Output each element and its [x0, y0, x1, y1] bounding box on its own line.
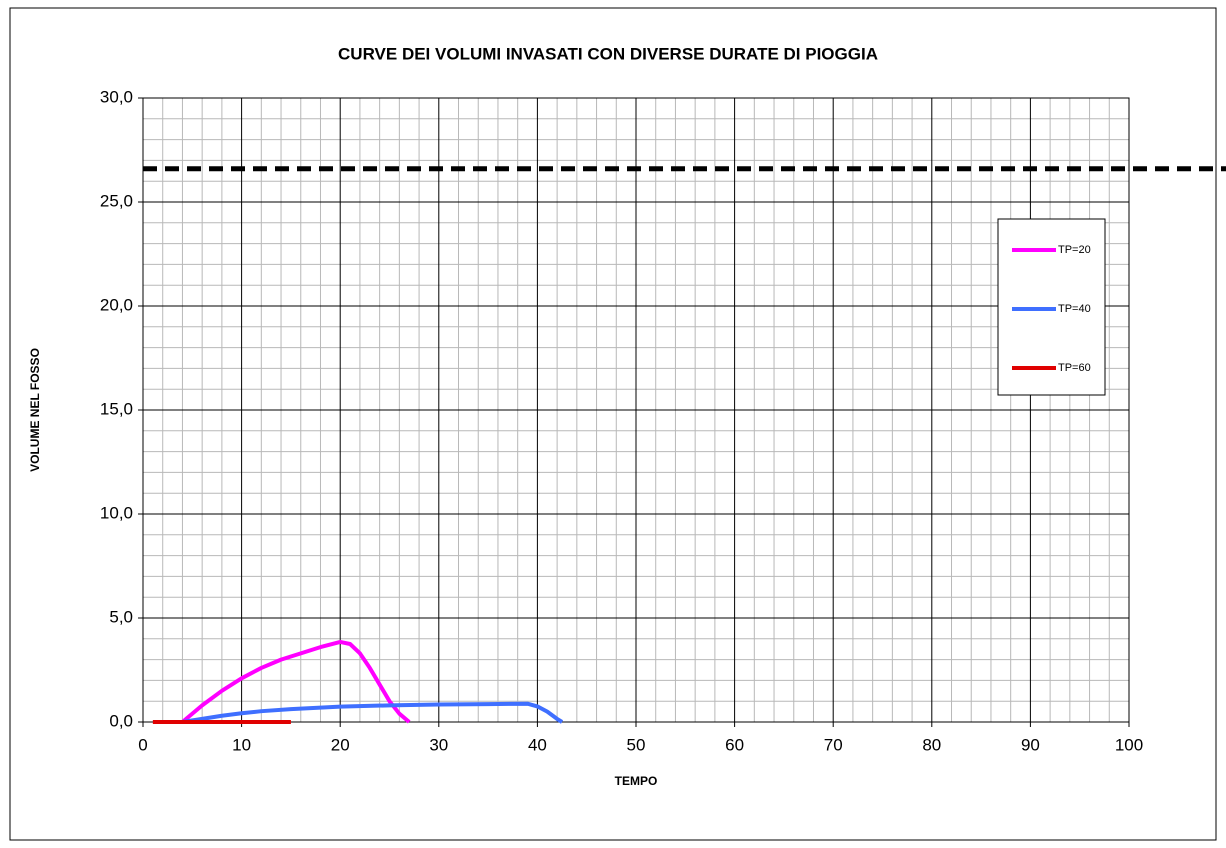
chart-title: CURVE DEI VOLUMI INVASATI CON DIVERSE DU…	[338, 44, 878, 63]
x-tick-label: 0	[138, 735, 147, 754]
y-tick-label: 30,0	[100, 87, 133, 106]
x-tick-label: 80	[922, 735, 941, 754]
plot-frame	[142, 97, 1130, 723]
x-axis-title: TEMPO	[615, 774, 658, 788]
x-tick-label: 40	[528, 735, 547, 754]
x-tick-label: 90	[1021, 735, 1040, 754]
x-tick-label: 50	[627, 735, 646, 754]
y-tick-label: 5,0	[109, 607, 133, 626]
x-tick-label: 10	[232, 735, 251, 754]
series-line	[181, 639, 411, 724]
x-tick-label: 100	[1115, 735, 1143, 754]
x-tick-label: 30	[429, 735, 448, 754]
y-tick-label: 20,0	[100, 295, 133, 314]
y-tick-label: 0,0	[109, 711, 133, 730]
x-tick-label: 70	[824, 735, 843, 754]
series-line	[182, 701, 564, 724]
y-tick-label: 10,0	[100, 503, 133, 522]
y-tick-label: 25,0	[100, 191, 133, 210]
x-tick-label: 20	[331, 735, 350, 754]
legend-label: TP=60	[1058, 362, 1091, 374]
x-tick-label: 60	[725, 735, 744, 754]
y-axis-title: VOLUME NEL FOSSO	[28, 348, 42, 472]
y-tick-label: 15,0	[100, 399, 133, 418]
legend-label: TP=20	[1058, 244, 1091, 256]
legend-label: TP=40	[1058, 303, 1091, 315]
